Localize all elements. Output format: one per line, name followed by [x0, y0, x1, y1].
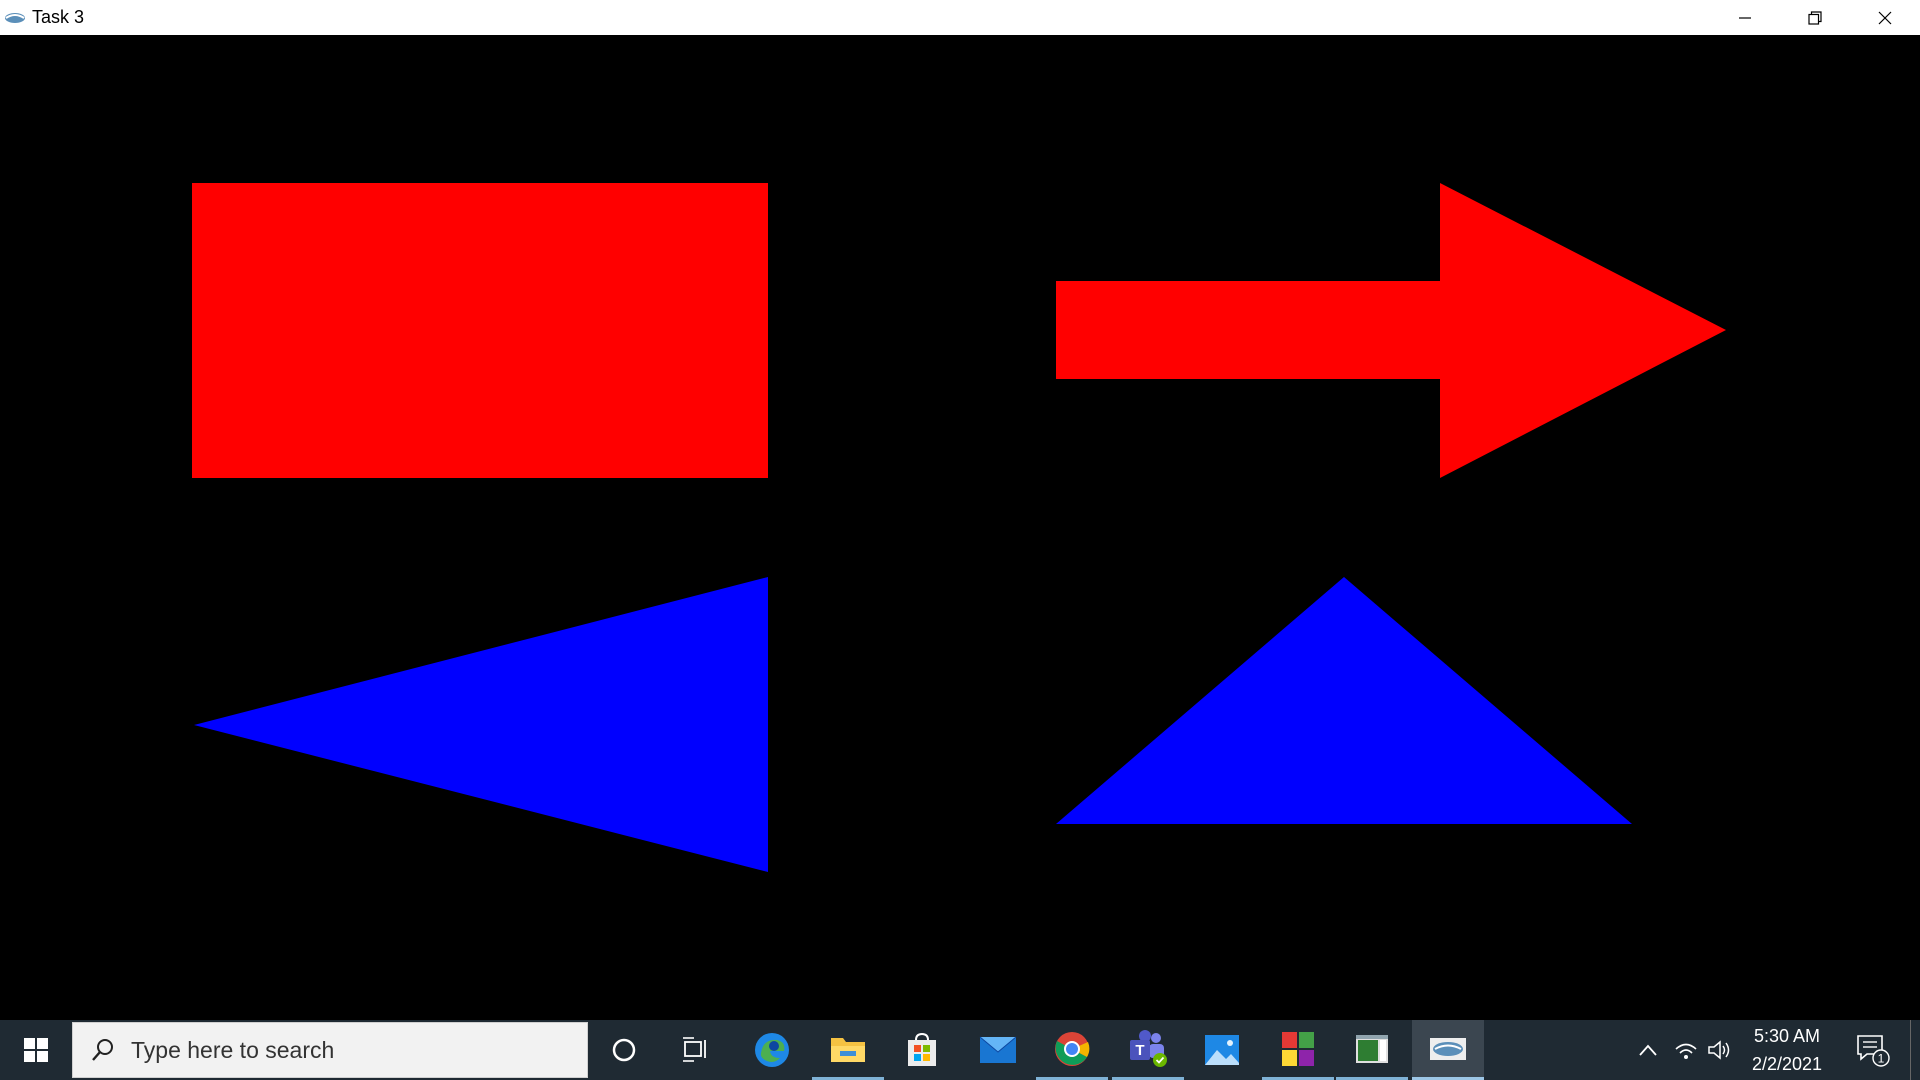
close-icon [1878, 11, 1892, 24]
folder-icon [831, 1037, 865, 1062]
window-app-button[interactable] [1336, 1020, 1408, 1080]
title-bar: Task 3 [0, 0, 1920, 35]
left-pointing-triangle [194, 577, 768, 872]
volume-button[interactable] [1704, 1020, 1734, 1080]
start-button[interactable] [0, 1020, 72, 1080]
window-title: Task 3 [32, 7, 85, 27]
window-controls [1710, 0, 1920, 35]
app-logo-icon [4, 7, 26, 29]
photos-button[interactable] [1186, 1020, 1258, 1080]
opengl-app-button[interactable] [1412, 1020, 1484, 1080]
system-clock[interactable]: 5:30 AM 2/2/2021 [1730, 1020, 1844, 1080]
minimize-button[interactable] [1710, 0, 1780, 35]
clock-date: 2/2/2021 [1751, 1054, 1823, 1074]
rectangle [192, 183, 768, 478]
teams-icon: T [1130, 1029, 1167, 1067]
notification-count: 1 [1878, 1052, 1885, 1066]
shapes-layer [192, 183, 1726, 872]
restore-icon [1808, 10, 1822, 25]
windows-logo-icon [24, 1038, 48, 1062]
search-placeholder: Type here to search [131, 1036, 335, 1063]
chrome-button[interactable] [1036, 1020, 1108, 1080]
right-arrow [1056, 183, 1726, 478]
wifi-icon [1675, 1043, 1697, 1059]
edge-button[interactable] [736, 1020, 808, 1080]
edge-icon [755, 1033, 789, 1067]
opengl-app-icon [1430, 1037, 1466, 1060]
taskbar: Type here to search [0, 1020, 1920, 1080]
cortana-button[interactable] [588, 1020, 660, 1080]
show-desktop-button[interactable] [1910, 1020, 1920, 1080]
task-view-icon [683, 1037, 706, 1062]
restore-button[interactable] [1780, 0, 1850, 35]
chrome-icon [1055, 1031, 1090, 1066]
circle-icon [612, 1038, 636, 1062]
taskbar-search-box[interactable]: Type here to search [72, 1022, 588, 1078]
action-center-button[interactable]: 1 [1848, 1020, 1898, 1080]
drawing-canvas [0, 35, 1920, 1020]
chevron-up-icon [1639, 1044, 1657, 1056]
clock-time: 5:30 AM [1753, 1026, 1821, 1046]
task-view-button[interactable] [660, 1020, 732, 1080]
close-button[interactable] [1850, 0, 1920, 35]
upward-triangle [1056, 577, 1632, 824]
colorful-app-icon [1282, 1031, 1314, 1066]
window-app-icon [1356, 1034, 1388, 1063]
mail-button[interactable] [962, 1020, 1034, 1080]
store-icon [908, 1032, 936, 1066]
search-icon [89, 1036, 117, 1064]
teams-button[interactable]: T [1112, 1020, 1184, 1080]
network-button[interactable] [1668, 1020, 1704, 1080]
speaker-icon [1708, 1040, 1730, 1060]
show-hidden-icons-button[interactable] [1628, 1020, 1668, 1080]
colorful-app-button[interactable] [1262, 1020, 1334, 1080]
svg-text:T: T [1135, 1042, 1144, 1059]
store-button[interactable] [886, 1020, 958, 1080]
mail-icon [979, 1036, 1017, 1063]
file-explorer-button[interactable] [812, 1020, 884, 1080]
notification-icon: 1 [1857, 1035, 1890, 1067]
minimize-icon [1739, 16, 1751, 19]
photos-icon [1205, 1035, 1239, 1065]
